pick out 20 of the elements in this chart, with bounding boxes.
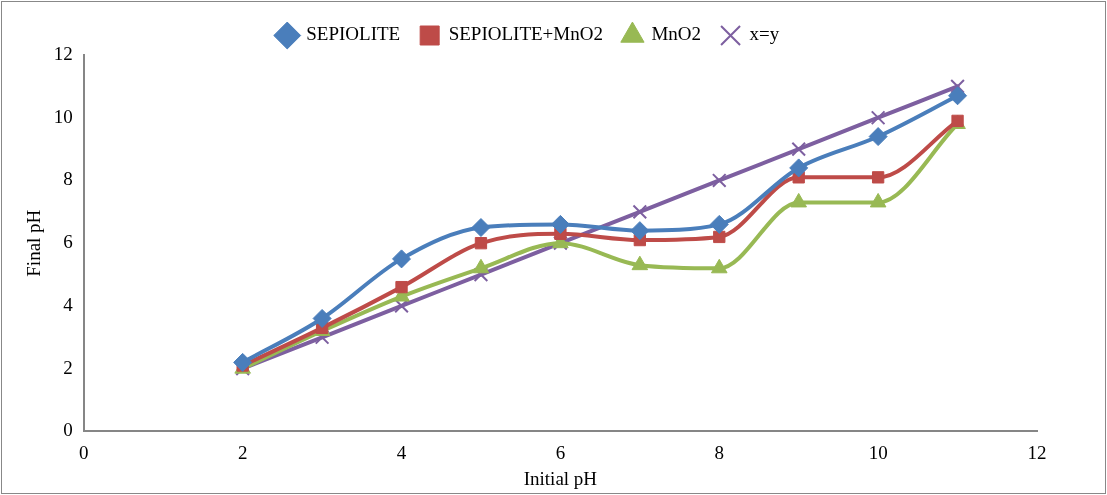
y-tick-label: 8	[63, 168, 73, 190]
y-tick-label: 12	[53, 42, 73, 64]
x-tick-label: 4	[396, 441, 407, 463]
y-tick-label: 6	[63, 231, 73, 253]
y-axis-title: Final pH	[23, 209, 45, 277]
x-tick-label: 8	[714, 441, 725, 463]
legend-label: SEPIOLITE	[306, 23, 401, 45]
y-tick-label: 2	[63, 356, 73, 378]
x-tick-label: 2	[237, 441, 248, 463]
x-tick-label: 10	[868, 441, 888, 463]
y-tick-label: 10	[53, 105, 73, 127]
legend-label: SEPIOLITE+MnO2	[448, 23, 603, 45]
y-tick-label: 4	[63, 293, 74, 315]
x-axis-title: Initial pH	[523, 467, 598, 489]
legend-label: MnO2	[651, 23, 702, 45]
x-tick-label: 6	[555, 441, 566, 463]
legend-label: x=y	[749, 23, 780, 45]
x-tick-label: 12	[1027, 441, 1047, 463]
x-tick-label: 0	[79, 441, 89, 463]
y-tick-label: 0	[63, 419, 73, 441]
